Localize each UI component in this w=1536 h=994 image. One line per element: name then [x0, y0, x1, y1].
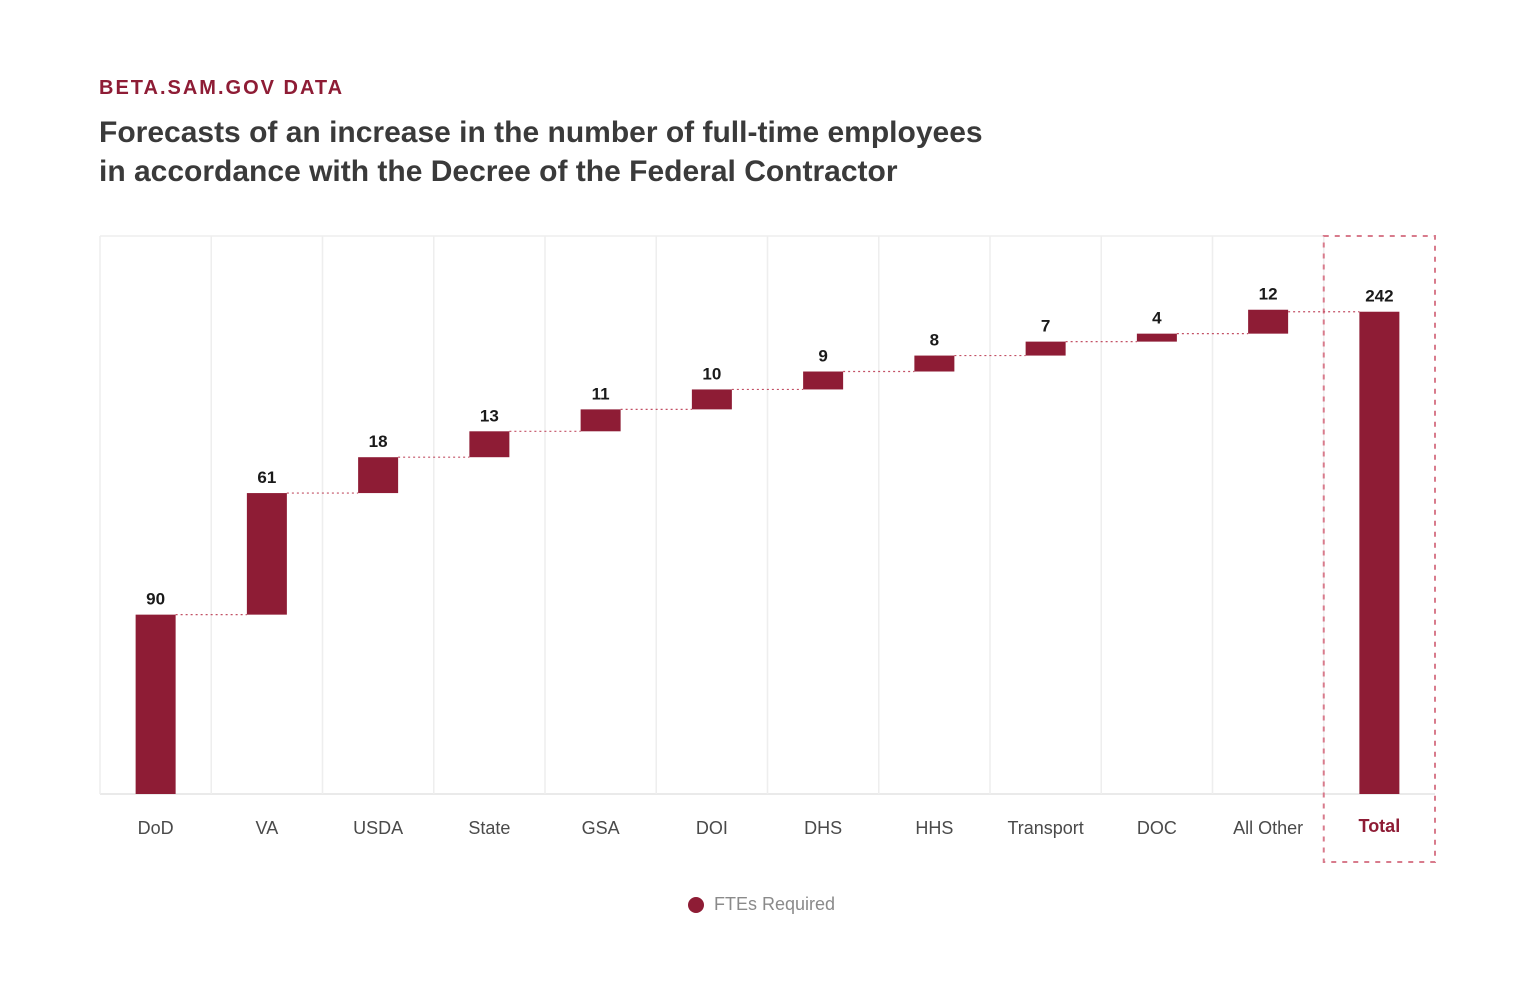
- bar: [1025, 341, 1066, 356]
- total-highlight-box: [1322, 235, 1436, 863]
- bar: [691, 389, 732, 410]
- data-label: 61: [257, 468, 276, 487]
- x-tick-label: Transport: [1007, 818, 1083, 838]
- bar: [914, 355, 955, 372]
- data-label: 242: [1365, 287, 1393, 306]
- x-tick-label: DOC: [1137, 818, 1177, 838]
- chart-title: Forecasts of an increase in the number o…: [99, 113, 1179, 191]
- bar: [1359, 311, 1400, 794]
- x-tick-label: HHS: [915, 818, 953, 838]
- x-tick-label: State: [468, 818, 510, 838]
- data-label: 4: [1152, 309, 1162, 328]
- x-tick-label: DoD: [138, 818, 174, 838]
- bar: [246, 493, 287, 615]
- legend: FTEs Required: [688, 894, 835, 915]
- x-tick-label: GSA: [582, 818, 620, 838]
- bar: [1136, 333, 1177, 342]
- x-tick-label: USDA: [353, 818, 403, 838]
- bar: [580, 409, 621, 432]
- data-label: 12: [1259, 285, 1278, 304]
- data-label: 7: [1041, 317, 1050, 336]
- bar: [803, 371, 844, 390]
- bar: [469, 431, 510, 458]
- data-label: 9: [818, 347, 827, 366]
- x-tick-label: VA: [256, 818, 279, 838]
- bar: [358, 457, 399, 494]
- chart-title-line-2: in accordance with the Decree of the Fed…: [99, 155, 898, 188]
- legend-label: FTEs Required: [714, 894, 836, 914]
- data-label: 8: [930, 331, 939, 350]
- data-label: 13: [480, 406, 499, 425]
- data-label: 11: [592, 384, 610, 403]
- chart-title-line-1: Forecasts of an increase in the number o…: [99, 116, 983, 149]
- x-tick-label: DHS: [804, 818, 842, 838]
- data-label: 18: [369, 432, 388, 451]
- bar: [135, 614, 176, 794]
- x-tick-label: DOI: [696, 818, 728, 838]
- x-tick-label: Total: [1359, 816, 1401, 836]
- data-label: 10: [702, 364, 721, 383]
- data-label: 90: [146, 590, 165, 609]
- legend-marker: [688, 896, 704, 913]
- x-tick-label: All Other: [1233, 818, 1303, 838]
- bar: [1248, 309, 1289, 334]
- source-label: BETA.SAM.GOV DATA: [99, 77, 345, 99]
